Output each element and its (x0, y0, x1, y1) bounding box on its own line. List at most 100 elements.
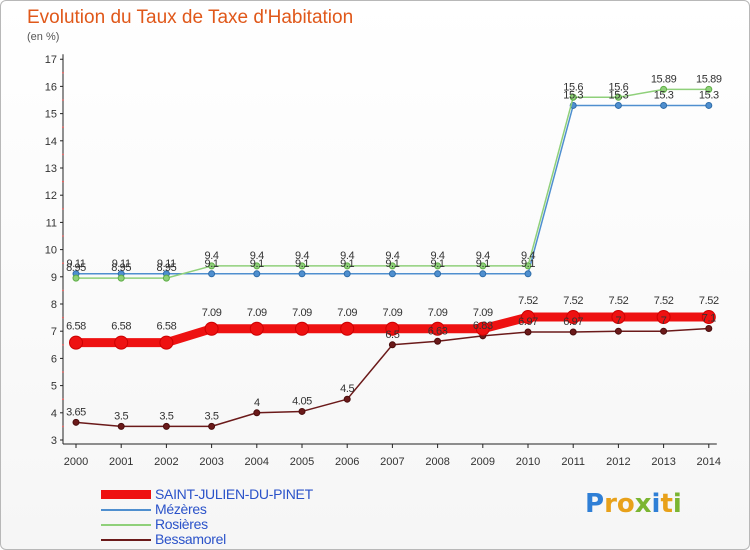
y-tick-label: 4 (51, 408, 57, 420)
data-label-rosieres: 9.4 (205, 250, 219, 262)
data-label-rosieres: 9.4 (521, 250, 535, 262)
y-tick-label: 14 (45, 136, 57, 148)
data-point-bessamorel (705, 324, 713, 332)
data-label-bessamorel: 4.05 (292, 395, 312, 407)
y-tick-label: 15 (45, 109, 57, 121)
logo-letter: i (651, 489, 661, 519)
legend-item-bessamorel: Bessamorel (101, 531, 401, 547)
data-label-rosieres: 9.4 (385, 250, 399, 262)
data-label-mezeres: 9.1 (205, 258, 219, 270)
y-tick-label: 9 (51, 272, 57, 284)
y-minor-tick (62, 262, 64, 265)
data-label-mezeres: 9.11 (112, 258, 131, 270)
data-point-saint-julien (430, 321, 445, 336)
data-label-mezeres: 15.3 (654, 89, 674, 101)
data-label-saint-julien: 6.58 (111, 321, 131, 333)
y-tick-label: 10 (45, 245, 57, 257)
data-point-saint-julien (69, 335, 83, 350)
y-minor-tick (62, 425, 64, 428)
x-tick-label: 2002 (154, 456, 178, 468)
legend-label-bessamorel: Bessamorel (155, 531, 226, 547)
y-minor-tick (62, 289, 64, 292)
logo-letter: o (616, 489, 635, 519)
data-point-saint-julien (475, 321, 490, 336)
x-tick-label: 2013 (651, 456, 675, 468)
data-label-mezeres: 9.1 (385, 258, 399, 270)
legend-label-saint-julien: SAINT-JULIEN-DU-PINET (155, 486, 313, 502)
data-point-mezeres (614, 101, 622, 109)
data-point-rosieres (388, 262, 396, 270)
data-point-mezeres (479, 270, 487, 278)
data-label-bessamorel: 6.5 (385, 329, 399, 341)
data-point-mezeres (524, 270, 532, 278)
data-label-saint-julien: 7.09 (292, 307, 312, 319)
data-point-bessamorel (253, 409, 261, 417)
data-point-saint-julien (295, 321, 309, 336)
x-tick-label: 2005 (290, 456, 314, 468)
legend-label-rosieres: Rosières (155, 516, 208, 532)
data-label-rosieres: 15.89 (651, 73, 677, 85)
proxiti-logo: Proxiti (585, 489, 682, 519)
data-point-mezeres (434, 270, 442, 278)
y-tick-label: 8 (51, 299, 57, 311)
data-label-rosieres: 9.4 (250, 250, 264, 262)
y-minor-tick (62, 153, 64, 156)
data-label-rosieres: 8.95 (156, 262, 176, 274)
data-point-mezeres (253, 270, 261, 278)
data-point-bessamorel (343, 395, 351, 403)
data-label-bessamorel: 3.5 (159, 410, 173, 422)
data-label-saint-julien: 7.09 (247, 307, 267, 319)
data-point-mezeres (343, 270, 351, 278)
data-label-mezeres: 15.3 (563, 89, 583, 101)
data-point-rosieres (569, 93, 577, 101)
data-point-mezeres (388, 270, 396, 278)
data-point-bessamorel (660, 327, 668, 335)
x-tick-label: 2000 (64, 456, 88, 468)
x-tick-label: 2004 (245, 456, 269, 468)
y-tick-label: 16 (45, 81, 57, 93)
x-tick-label: 2006 (335, 456, 359, 468)
y-minor-tick (62, 126, 64, 128)
data-label-saint-julien: 7.52 (563, 295, 583, 307)
data-label-saint-julien: 7.09 (473, 307, 493, 319)
data-point-bessamorel (162, 422, 170, 430)
y-tick-label: 6 (51, 353, 57, 365)
data-label-saint-julien: 7.52 (654, 295, 674, 307)
data-point-saint-julien (159, 335, 174, 350)
data-label-rosieres: 15.6 (608, 81, 628, 93)
data-label-mezeres: 9.1 (250, 258, 264, 270)
x-tick-label: 2010 (516, 456, 540, 468)
y-minor-tick (62, 344, 64, 346)
data-label-bessamorel: 6.63 (428, 325, 448, 337)
y-tick-label: 12 (45, 190, 57, 202)
data-label-bessamorel: 7.1 (702, 312, 716, 324)
logo-letter: r (604, 489, 617, 519)
data-label-bessamorel: 4 (254, 397, 260, 409)
data-label-saint-julien: 7.09 (337, 307, 357, 319)
data-point-saint-julien (204, 321, 219, 336)
data-label-rosieres: 15.6 (563, 81, 583, 93)
y-minor-tick (62, 371, 64, 373)
x-tick-label: 2008 (425, 456, 449, 468)
data-label-saint-julien: 7.09 (428, 307, 448, 319)
legend-swatch-bessamorel (101, 539, 151, 541)
data-label-mezeres: 9.11 (67, 258, 86, 270)
data-point-mezeres (298, 270, 306, 278)
data-point-bessamorel (569, 328, 577, 336)
data-label-saint-julien: 6.58 (66, 321, 86, 333)
data-label-bessamorel: 6.83 (473, 320, 493, 332)
y-tick-label: 11 (46, 217, 57, 229)
legend-item-rosieres: Rosières (101, 516, 401, 532)
data-label-bessamorel: 6.97 (563, 316, 583, 328)
y-minor-tick (62, 180, 64, 183)
logo-letter: P (585, 489, 605, 519)
chart-title: Evolution du Taux de Taxe d'Habitation (27, 7, 354, 28)
legend-swatch-saint-julien (101, 490, 151, 499)
data-label-rosieres: 9.4 (295, 250, 309, 262)
data-label-saint-julien: 7.52 (608, 295, 628, 307)
data-point-rosieres (298, 262, 306, 270)
data-label-rosieres: 9.4 (476, 250, 490, 262)
y-tick-label: 17 (45, 54, 57, 66)
data-point-rosieres (208, 262, 216, 270)
